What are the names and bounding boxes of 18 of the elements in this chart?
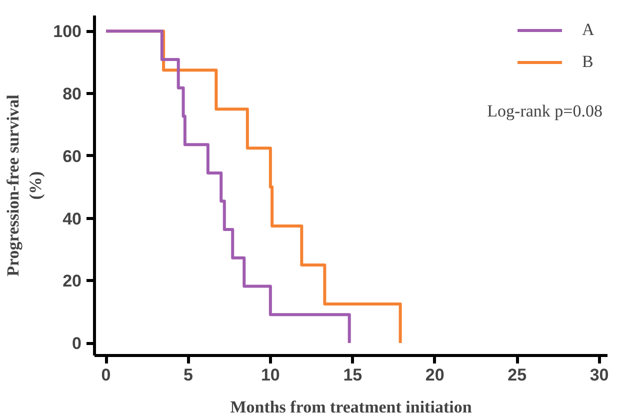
y-tick-label: 60 (62, 146, 82, 166)
x-tick-label: 15 (343, 366, 362, 384)
x-tick-label: 0 (101, 366, 111, 384)
legend-label: A (582, 20, 596, 40)
x-tick-label: 30 (590, 366, 609, 384)
y-tick-label: 100 (53, 22, 82, 42)
y-tick-label: 20 (62, 272, 82, 291)
annotation: Log-rank p=0.08 (487, 101, 603, 120)
x-tick-label: 25 (508, 366, 527, 384)
x-axis-title: Months from treatment initiation (230, 398, 472, 416)
x-tick-label: 10 (260, 366, 280, 384)
y-tick-label: 80 (62, 84, 82, 104)
x-tick-label: 20 (425, 366, 444, 384)
y-tick-label: 40 (62, 209, 82, 228)
x-tick-label: 5 (183, 366, 193, 384)
y-axis-title: Progression-free survival (%) (3, 94, 46, 276)
legend-label: B (582, 52, 594, 72)
y-tick-label: 0 (72, 334, 82, 354)
